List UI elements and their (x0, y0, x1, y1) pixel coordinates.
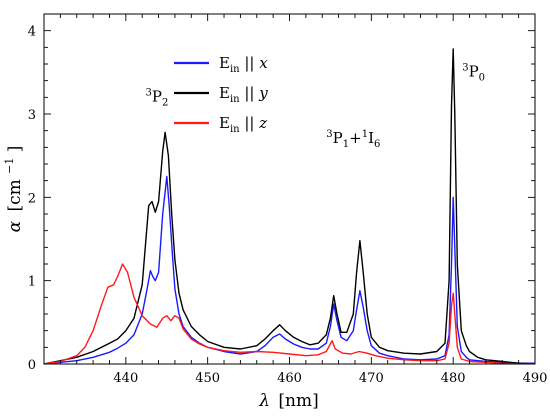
legend-label-x-sub: in (230, 64, 240, 75)
legend-entry-y: Ein || y (174, 84, 268, 105)
annotation-3p0-sup: 3 (462, 63, 468, 74)
legend: Ein || x Ein || y Ein || z (174, 54, 268, 135)
legend-label-y-base: E (219, 84, 230, 102)
y-axis-title: α [cm −1 ] (0, 146, 25, 233)
annotation-3p1-1i6: 3P1+1I6 (326, 129, 380, 150)
legend-entry-x: Ein || x (174, 54, 268, 75)
annotation-3p1-sup: 3 (326, 129, 332, 140)
annotation-joiner: + (349, 129, 362, 147)
x-tick-label-450: 450 (195, 371, 220, 386)
annotation-3p1-sub: 1 (343, 139, 349, 150)
x-tick-label-440: 440 (113, 371, 138, 386)
annotation-3p2: 3P2 (146, 88, 169, 109)
y-tick-label-1: 1 (28, 275, 36, 290)
annotation-3p2-base: P (152, 88, 162, 106)
y-axis-unit-sup: −1 (3, 158, 16, 174)
legend-label-z-base: E (219, 114, 230, 132)
x-axis-unit: [nm] (278, 391, 318, 411)
y-tick-label-3: 3 (28, 108, 36, 123)
x-axis-ticks: 440 450 460 470 480 490 (43, 14, 548, 386)
legend-label-z-sub: in (230, 124, 240, 135)
series-line-e-in-z (44, 263, 535, 364)
series-line-e-in-x (44, 175, 535, 364)
legend-label-y-var: y (258, 84, 268, 102)
x-axis-title: λ [nm] (258, 391, 319, 411)
legend-label-z: Ein || z (219, 114, 267, 135)
y-axis-unit-post: ] (5, 146, 25, 153)
annotation-1i6-base: I (368, 129, 374, 147)
annotation-3p2-sup: 3 (146, 88, 152, 99)
legend-label-x-base: E (219, 54, 230, 72)
y-tick-label-4: 4 (28, 25, 36, 40)
x-tick-label-490: 490 (523, 371, 548, 386)
x-axis-symbol: λ (258, 391, 270, 411)
y-axis-symbol: α (5, 220, 25, 232)
annotation-3p0-base: P (469, 63, 479, 81)
legend-label-x-rel: || (240, 54, 260, 72)
annotations: 3P2 3P1+1I6 3P0 (146, 63, 486, 151)
annotation-1i6-sub: 6 (374, 139, 380, 150)
legend-label-x-var: x (259, 54, 268, 72)
legend-label-z-var: z (258, 114, 267, 132)
y-tick-label-0: 0 (28, 358, 36, 373)
legend-label-x: Ein || x (219, 54, 268, 75)
annotation-3p1-base: P (333, 129, 343, 147)
series-layer (44, 48, 535, 364)
legend-label-y: Ein || y (219, 84, 268, 105)
annotation-3p0: 3P0 (462, 63, 485, 84)
legend-entry-z: Ein || z (174, 114, 267, 135)
x-tick-label-460: 460 (277, 371, 302, 386)
legend-label-y-rel: || (240, 84, 260, 102)
y-tick-label-2: 2 (28, 191, 36, 206)
series-line-e-in-y (44, 48, 535, 364)
y-axis-unit-pre: [cm (5, 179, 25, 211)
annotation-3p2-sub: 2 (162, 98, 168, 109)
legend-label-z-rel: || (240, 114, 260, 132)
annotation-1i6-sup: 1 (362, 129, 368, 140)
x-tick-label-470: 470 (359, 371, 384, 386)
x-tick-label-480: 480 (441, 371, 466, 386)
legend-label-y-sub: in (230, 94, 240, 105)
annotation-3p0-sub: 0 (479, 73, 485, 84)
